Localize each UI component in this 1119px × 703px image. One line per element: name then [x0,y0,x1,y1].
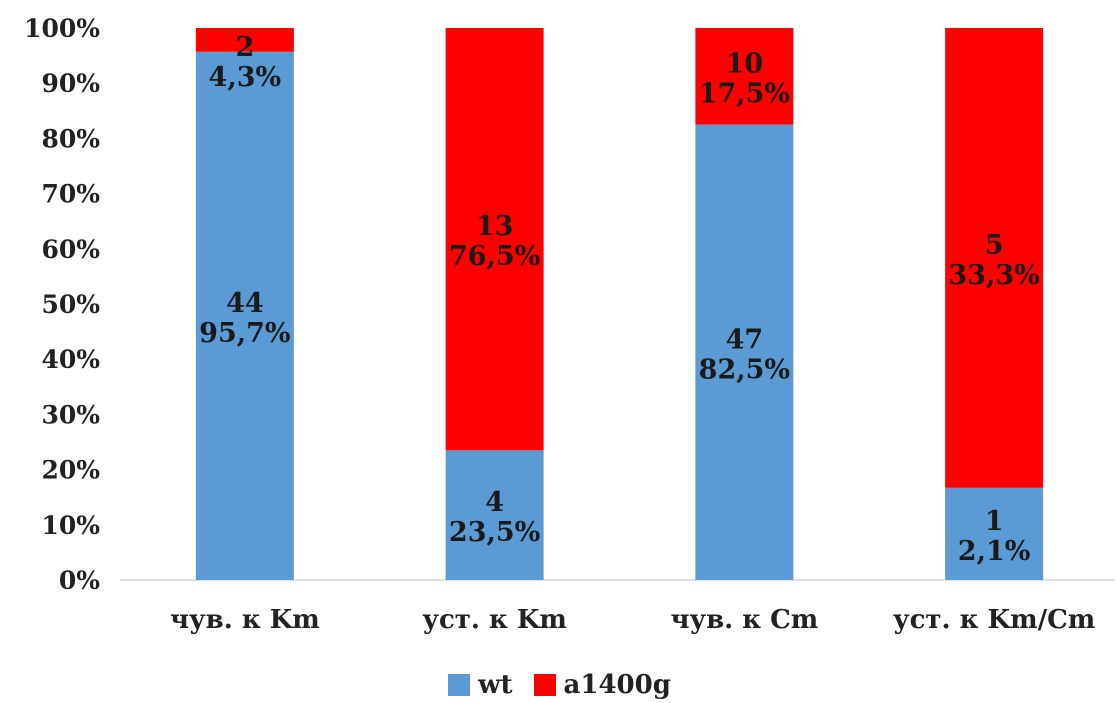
bar-segment-a1400g [195,28,294,52]
y-tick-label: 0% [59,566,100,595]
bar-segment-a1400g [445,28,544,451]
data-label-percent: 23,5% [449,517,540,548]
data-label-count: 44 [226,288,264,319]
x-category-label: уст. к Km/Cm [893,605,1095,635]
data-label-percent: 4,3% [209,62,282,93]
data-label-percent: 82,5% [699,354,790,385]
legend: wt a1400g [0,670,1119,703]
y-tick-label: 40% [41,345,100,374]
y-tick-label: 30% [41,400,100,429]
data-label-percent: 33,3% [948,260,1039,291]
y-tick-label: 10% [41,511,100,540]
data-label-count: 4 [485,487,504,518]
x-category-label: чув. к Cm [670,605,818,635]
data-label-count: 13 [476,211,514,242]
bar-segment-a1400g [695,28,794,125]
legend-label-wt: wt [478,670,513,700]
data-label-percent: 2,1% [958,536,1031,567]
stacked-bar-chart: 0% 10% 20% 30% 40% 50% 60% 70% 80% 90% 100% 4495,7%… [24,14,1115,635]
data-label-percent: 17,5% [699,78,790,109]
bar-segment-wt [945,487,1044,580]
data-label-count: 2 [235,32,254,63]
data-label-percent: 76,5% [449,241,540,272]
y-tick-label: 60% [41,235,100,264]
y-tick-label: 80% [41,124,100,153]
x-category-label: чув. к Km [170,605,320,635]
bar-segment-a1400g [945,28,1044,488]
bar-segment-wt [195,51,294,580]
data-label-count: 1 [985,506,1004,537]
bar-segment-wt [445,450,544,580]
data-label-count: 10 [726,48,764,79]
y-tick-label: 20% [41,456,100,485]
legend-item-a1400g: a1400g [533,670,671,700]
y-tick-label: 50% [41,290,100,319]
data-label-count: 47 [726,324,764,355]
legend-swatch-wt [448,674,471,696]
legend-swatch-a1400g [533,674,556,696]
y-tick-label: 90% [41,69,100,98]
legend-item-wt: wt [448,670,512,700]
data-label-count: 5 [985,230,1004,261]
bar-segment-wt [695,124,794,580]
x-category-label: уст. к Km [422,605,567,635]
legend-label-a1400g: a1400g [563,670,671,700]
y-tick-label: 70% [41,180,100,209]
data-label-percent: 95,7% [199,318,290,349]
y-tick-label: 100% [24,14,100,43]
